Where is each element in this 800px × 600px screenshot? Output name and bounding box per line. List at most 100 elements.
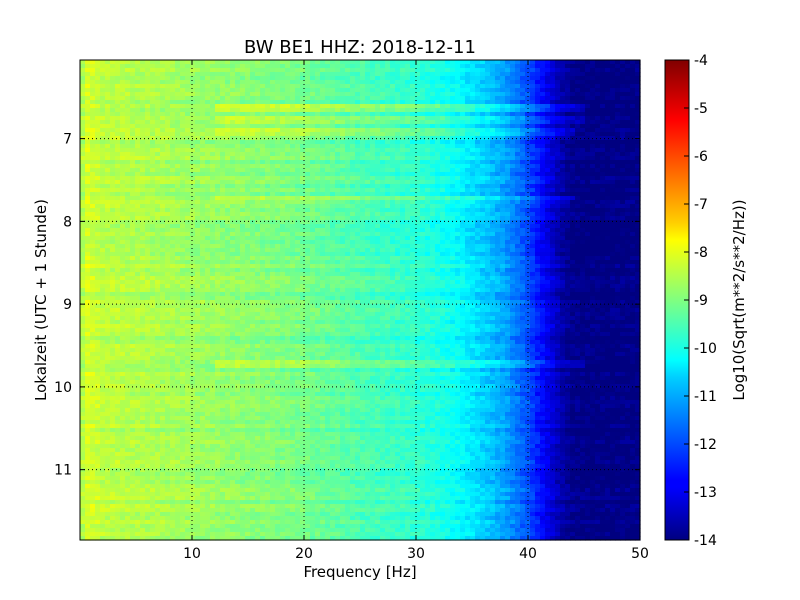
heatmap-cell: [175, 160, 181, 165]
heatmap-cell: [635, 204, 641, 209]
heatmap-cell: [95, 168, 101, 173]
heatmap-cell: [330, 128, 336, 133]
heatmap-cell: [355, 184, 361, 189]
heatmap-cell: [275, 172, 281, 177]
heatmap-cell: [335, 128, 341, 133]
heatmap-cell: [195, 164, 201, 169]
heatmap-cell: [535, 224, 541, 229]
heatmap-cell: [110, 144, 116, 149]
heatmap-cell: [410, 176, 416, 181]
heatmap-cell: [605, 124, 611, 129]
heatmap-cell: [340, 172, 346, 177]
heatmap-cell: [480, 204, 486, 209]
heatmap-cell: [335, 180, 341, 185]
heatmap-cell: [220, 188, 226, 193]
heatmap-cell: [170, 196, 176, 201]
heatmap-cell: [150, 196, 156, 201]
heatmap-cell: [240, 124, 246, 129]
heatmap-cell: [400, 148, 406, 153]
heatmap-cell: [285, 176, 291, 181]
heatmap-cell: [90, 196, 96, 201]
heatmap-cell: [480, 72, 486, 77]
heatmap-cell: [470, 76, 476, 81]
heatmap-cell: [105, 192, 111, 197]
heatmap-cell: [635, 192, 641, 197]
heatmap-cell: [620, 192, 626, 197]
heatmap-cell: [575, 200, 581, 205]
heatmap-cell: [465, 88, 471, 93]
heatmap-cell: [140, 212, 146, 217]
heatmap-cell: [155, 108, 161, 113]
heatmap-cell: [490, 128, 496, 133]
heatmap-cell: [405, 188, 411, 193]
heatmap-cell: [195, 212, 201, 217]
heatmap-cell: [460, 80, 466, 85]
heatmap-cell: [140, 184, 146, 189]
heatmap-cell: [105, 92, 111, 97]
heatmap-cell: [570, 216, 576, 221]
heatmap-cell: [510, 84, 516, 89]
heatmap-cell: [215, 232, 221, 237]
heatmap-cell: [295, 200, 301, 205]
heatmap-cell: [80, 96, 86, 101]
heatmap-cell: [190, 236, 196, 241]
heatmap-cell: [215, 184, 221, 189]
heatmap-cell: [145, 136, 151, 141]
heatmap-cell: [200, 72, 206, 77]
heatmap-cell: [395, 108, 401, 113]
heatmap-cell: [595, 184, 601, 189]
heatmap-cell: [145, 116, 151, 121]
heatmap-cell: [305, 84, 311, 89]
heatmap-cell: [85, 80, 91, 85]
heatmap-cell: [635, 160, 641, 165]
heatmap-cell: [460, 124, 466, 129]
heatmap-cell: [170, 236, 176, 241]
heatmap-cell: [615, 104, 621, 109]
heatmap-cell: [470, 64, 476, 69]
heatmap-cell: [490, 148, 496, 153]
heatmap-cell: [225, 108, 231, 113]
heatmap-cell: [505, 124, 511, 129]
heatmap-cell: [215, 168, 221, 173]
heatmap-cell: [190, 132, 196, 137]
heatmap-cell: [370, 184, 376, 189]
heatmap-cell: [585, 212, 591, 217]
heatmap-cell: [245, 84, 251, 89]
heatmap-cell: [550, 188, 556, 193]
heatmap-cell: [130, 232, 136, 237]
heatmap-cell: [270, 84, 276, 89]
heatmap-cell: [365, 176, 371, 181]
heatmap-cell: [150, 140, 156, 145]
heatmap-cell: [355, 92, 361, 97]
heatmap-cell: [295, 108, 301, 113]
heatmap-cell: [170, 172, 176, 177]
heatmap-cell: [230, 152, 236, 157]
heatmap-cell: [480, 188, 486, 193]
heatmap-cell: [180, 104, 186, 109]
heatmap-cell: [260, 236, 266, 241]
heatmap-cell: [235, 128, 241, 133]
heatmap-cell: [165, 216, 171, 221]
heatmap-cell: [440, 192, 446, 197]
heatmap-cell: [150, 164, 156, 169]
heatmap-cell: [530, 92, 536, 97]
heatmap-cell: [415, 144, 421, 149]
heatmap-cell: [520, 172, 526, 177]
heatmap-cell: [550, 204, 556, 209]
heatmap-cell: [185, 104, 191, 109]
heatmap-cell: [285, 144, 291, 149]
heatmap-cell: [250, 88, 256, 93]
heatmap-cell: [470, 220, 476, 225]
heatmap-cell: [135, 152, 141, 157]
heatmap-cell: [120, 216, 126, 221]
heatmap-cell: [135, 128, 141, 133]
heatmap-cell: [375, 96, 381, 101]
heatmap-cell: [355, 116, 361, 121]
heatmap-cell: [505, 120, 511, 125]
heatmap-cell: [175, 128, 181, 133]
heatmap-cell: [465, 184, 471, 189]
heatmap-cell: [595, 144, 601, 149]
heatmap-cell: [440, 220, 446, 225]
heatmap-cell: [480, 184, 486, 189]
heatmap-cell: [470, 192, 476, 197]
